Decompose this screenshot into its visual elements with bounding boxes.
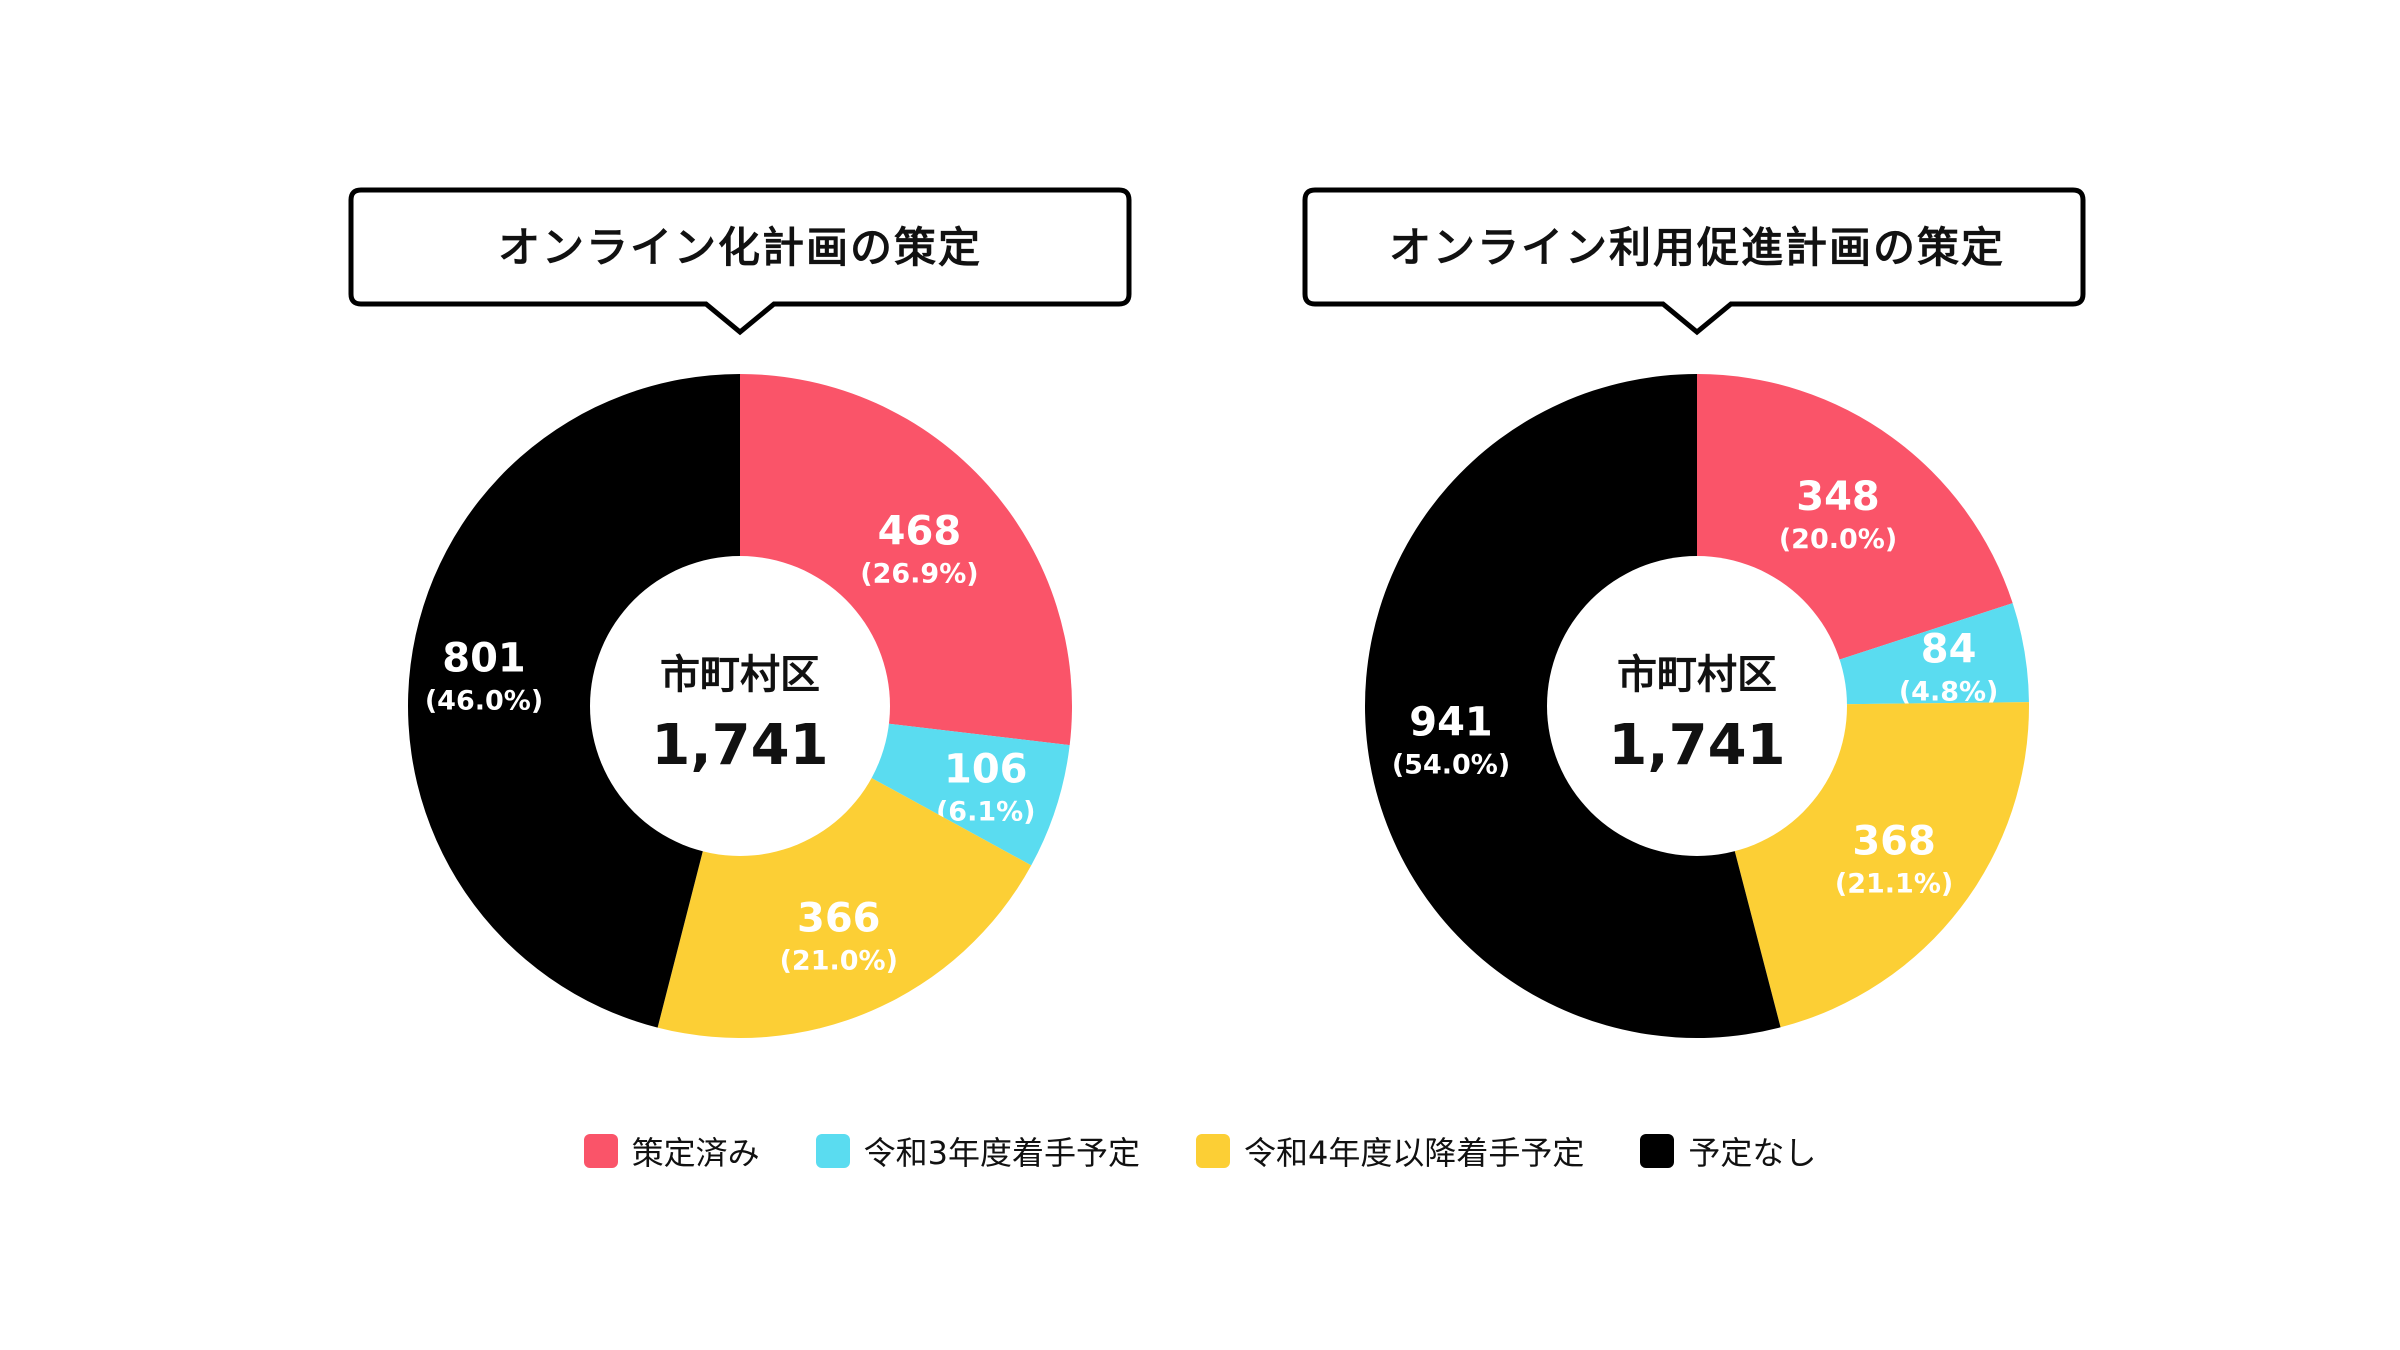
donut-center-hole: [1547, 556, 1847, 856]
center-total: 1,741: [651, 713, 828, 778]
legend-swatch-r3-start: [815, 1134, 850, 1168]
title-callout-box: [348, 187, 1132, 336]
center-label: 市町村区: [1617, 652, 1777, 698]
slice-percent-label-r3-start: (4.8%): [1899, 677, 1999, 708]
center-total: 1,741: [1608, 713, 1785, 778]
legend: 策定済み 令和3年度着手予定 令和4年度以降着手予定 予定なし: [0, 1128, 2400, 1174]
slice-value-label-r4-later-start: 366: [797, 895, 881, 941]
legend-label-completed: 策定済み: [631, 1134, 760, 1172]
legend-label-no-plan: 予定なし: [1688, 1134, 1817, 1172]
chart-title: オンライン化計画の策定: [498, 223, 982, 272]
slice-value-label-r3-start: 84: [1921, 627, 1977, 673]
slice-percent-label-no-plan: (46.0%): [425, 686, 543, 717]
chart-title: オンライン利用促進計画の策定: [1389, 223, 2005, 272]
slice-value-label-no-plan: 801: [442, 636, 526, 682]
donut-chart-2: オンライン利用促進計画の策定 348 (20.0%) 84 (4.8%) 368 (21.1…: [1302, 187, 2086, 1038]
slice-percent-label-r4-later-start: (21.1%): [1835, 869, 1953, 900]
slice-value-label-completed: 468: [878, 509, 962, 555]
slice-percent-label-no-plan: (54.0%): [1392, 749, 1510, 780]
pie-slice-no-plan: [407, 374, 740, 1028]
slice-percent-label-completed: (20.0%): [1779, 524, 1897, 555]
donut-chart-1: オンライン化計画の策定468(26.9%)106(6.1%)366(21.0%)…: [348, 187, 1132, 1038]
legend-item-no-plan: 予定なし: [1640, 1128, 1816, 1174]
center-label: 市町村区: [660, 652, 820, 698]
legend-item-r4-later-start: 令和4年度以降着手予定: [1196, 1128, 1584, 1174]
slice-value-label-completed: 348: [1796, 474, 1880, 520]
legend-label-r3-start: 令和3年度着手予定: [863, 1134, 1140, 1172]
legend-item-r3-start: 令和3年度着手予定: [815, 1128, 1140, 1174]
legend-swatch-no-plan: [1640, 1134, 1675, 1168]
legend-label-r4-later-start: 令和4年度以降着手予定: [1244, 1134, 1585, 1172]
legend-item-completed: 策定済み: [583, 1128, 760, 1174]
slice-percent-label-completed: (26.9%): [860, 559, 978, 590]
legend-swatch-r4-later-start: [1196, 1134, 1230, 1168]
legend-swatch-completed: [583, 1134, 618, 1168]
slice-percent-label-r4-later-start: (21.0%): [780, 945, 898, 976]
slice-value-label-r4-later-start: 368: [1852, 819, 1936, 865]
title-callout-box: [1302, 187, 2086, 336]
donut-center-hole: [590, 556, 890, 856]
slice-value-label-r3-start: 106: [944, 747, 1028, 793]
slice-value-label-no-plan: 941: [1409, 699, 1493, 745]
